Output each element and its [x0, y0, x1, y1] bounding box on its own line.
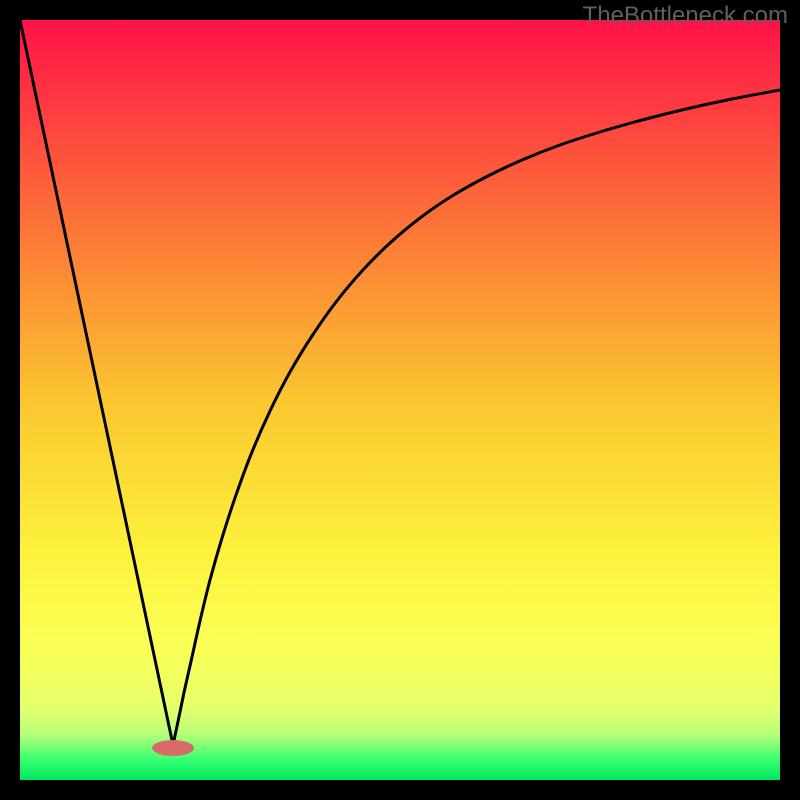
- minimum-marker: [152, 740, 194, 756]
- bottleneck-chart: [0, 0, 800, 800]
- watermark-text: TheBottleneck.com: [583, 2, 788, 30]
- chart-stage: TheBottleneck.com: [0, 0, 800, 800]
- gradient-background: [20, 20, 780, 780]
